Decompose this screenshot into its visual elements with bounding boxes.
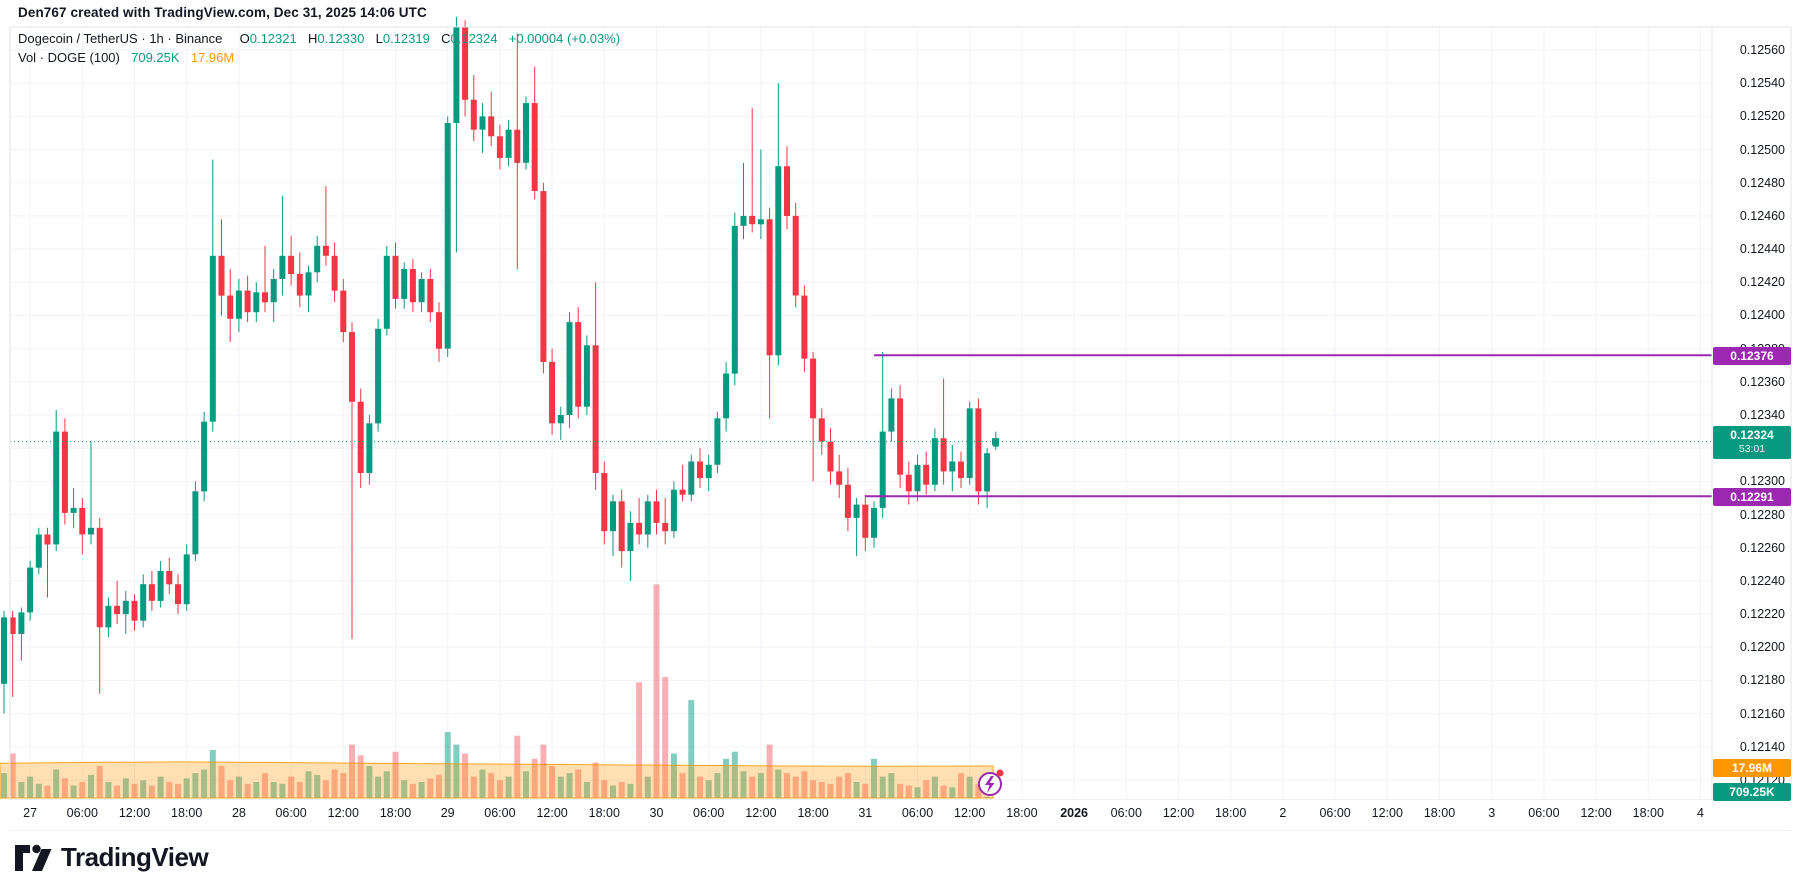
time-tick-label: 12:00 [745,806,777,820]
price-tick-label: 0.12500 [1739,143,1785,157]
price-tick-label: 0.12260 [1739,541,1785,555]
price-tick-label: 0.12420 [1739,275,1785,289]
price-tick-label: 0.12340 [1739,408,1785,422]
time-tick-label: 06:00 [484,806,516,820]
symbol-exchange: Binance [175,31,223,46]
time-tick-label: 12:00 [954,806,986,820]
time-tick-label: 3 [1488,806,1496,820]
last-bar-marker [992,438,999,446]
price-tick-label: 0.12160 [1739,707,1785,721]
price-tick-label: 0.12540 [1739,76,1785,90]
tradingview-logo[interactable]: TradingView [14,842,209,873]
volume-legend-row: Vol · DOGE (100) 709.25K 17.96M [18,50,620,65]
time-tick-label: 2 [1279,806,1287,820]
candles [1,16,999,714]
time-tick-label: 31 [858,806,873,820]
time-scale[interactable]: 27 06:00 12:00 18:00 28 06:00 12:00 18:00 29 06:0… [0,800,1793,830]
time-tick-label: 18:00 [171,806,203,820]
time-tick-label: 18:00 [1423,806,1456,820]
upper-level-price-label[interactable]: 0.12376 [1713,347,1791,365]
time-tick-label: 12:00 [118,806,151,820]
open-label: O [239,31,250,46]
time-tick-label: 12:00 [327,806,359,820]
volume-bars [1,584,991,798]
time-tick-label: 06:00 [693,806,725,820]
tradingview-logo-icon [15,844,52,871]
time-tick-label: 06:00 [66,806,98,820]
close-label: C [441,31,451,46]
time-tick-label: 18:00 [1215,806,1247,820]
symbol-interval[interactable]: 1h [149,31,164,46]
time-tick-label: 12:00 [1162,806,1195,820]
price-tick-label: 0.12220 [1739,607,1785,621]
volume-ma-axis-label: 17.96M [1713,759,1791,777]
bar-countdown: 53:01 [1738,443,1766,455]
low-label: L [375,31,383,46]
time-tick-label: 06:00 [901,806,934,820]
symbol-legend-row: Dogecoin / TetherUS · 1h · Binance O0.12… [18,31,620,46]
price-tick-label: 0.12280 [1739,508,1785,522]
high-value: 0.12330 [317,31,365,46]
price-tick-label: 0.12400 [1739,308,1785,322]
price-tick-label: 0.12240 [1739,574,1785,588]
lower-level-price-label[interactable]: 0.12291 [1713,488,1791,506]
time-tick-label: 18:00 [588,806,620,820]
time-tick-label: 2026 [1060,806,1088,820]
price-tick-label: 0.12480 [1739,176,1785,190]
price-tick-label: 0.12140 [1739,740,1785,754]
volume-ma-area [0,761,994,799]
price-scale[interactable]: 0.12120 0.12140 0.12160 0.12180 0.12200 0.122… [1712,27,1793,800]
change-value: +0.00004 (+0.03%) [508,31,621,46]
high-label: H [307,31,318,46]
last-price-value: 0.12324 [1730,428,1774,442]
time-tick-label: 18:00 [379,806,412,820]
close-value: 0.12324 [450,31,498,46]
price-tick-label: 0.12440 [1739,242,1785,256]
volume-ma-value: 17.96M [190,50,235,65]
price-tick-label: 0.12360 [1739,375,1785,389]
time-tick-label: 06:00 [1110,806,1142,820]
chart-credit-text: Den767 created with TradingView.com, Dec… [18,5,427,20]
tradingview-logo-text: TradingView [61,842,209,872]
time-tick-label: 18:00 [797,806,829,820]
time-tick-label: 12:00 [536,806,568,820]
time-tick-label: 18:00 [1006,806,1038,820]
price-tick-label: 0.12560 [1739,43,1785,57]
open-value: 0.12321 [249,31,297,46]
price-tick-label: 0.12520 [1739,109,1785,123]
legend-separator-2: · [167,31,172,46]
symbol-name[interactable]: Dogecoin / TetherUS [18,31,138,46]
flash-icon[interactable] [978,769,1004,796]
time-tick-label: 06:00 [1528,806,1560,820]
time-tick-label: 4 [1697,806,1704,820]
legend-separator-1: · [141,31,146,46]
grid-lines [10,27,1712,800]
time-tick-label: 30 [649,806,664,820]
price-tick-label: 0.12200 [1739,640,1785,654]
volume-current-value: 709.25K [131,50,180,65]
time-tick-label: 06:00 [275,806,307,820]
time-tick-label: 12:00 [1580,806,1612,820]
chart-legend[interactable]: Dogecoin / TetherUS · 1h · Binance O0.12… [18,31,620,65]
time-tick-label: 18:00 [1632,806,1664,820]
time-tick-label: 12:00 [1371,806,1403,820]
volume-indicator-title[interactable]: Vol · DOGE (100) [18,50,120,65]
time-tick-label: 06:00 [1319,806,1351,820]
price-tick-label: 0.12300 [1739,474,1785,488]
last-price-label[interactable]: 0.12324 53:01 [1713,426,1791,459]
price-tick-label: 0.12460 [1739,209,1785,223]
time-tick-label: 28 [231,806,246,820]
low-value: 0.12319 [382,31,430,46]
price-tick-label: 0.12180 [1739,673,1785,687]
time-tick-label: 29 [440,806,455,820]
time-tick-label: 27 [23,806,38,820]
volume-axis-label: 709.25K [1713,783,1791,801]
